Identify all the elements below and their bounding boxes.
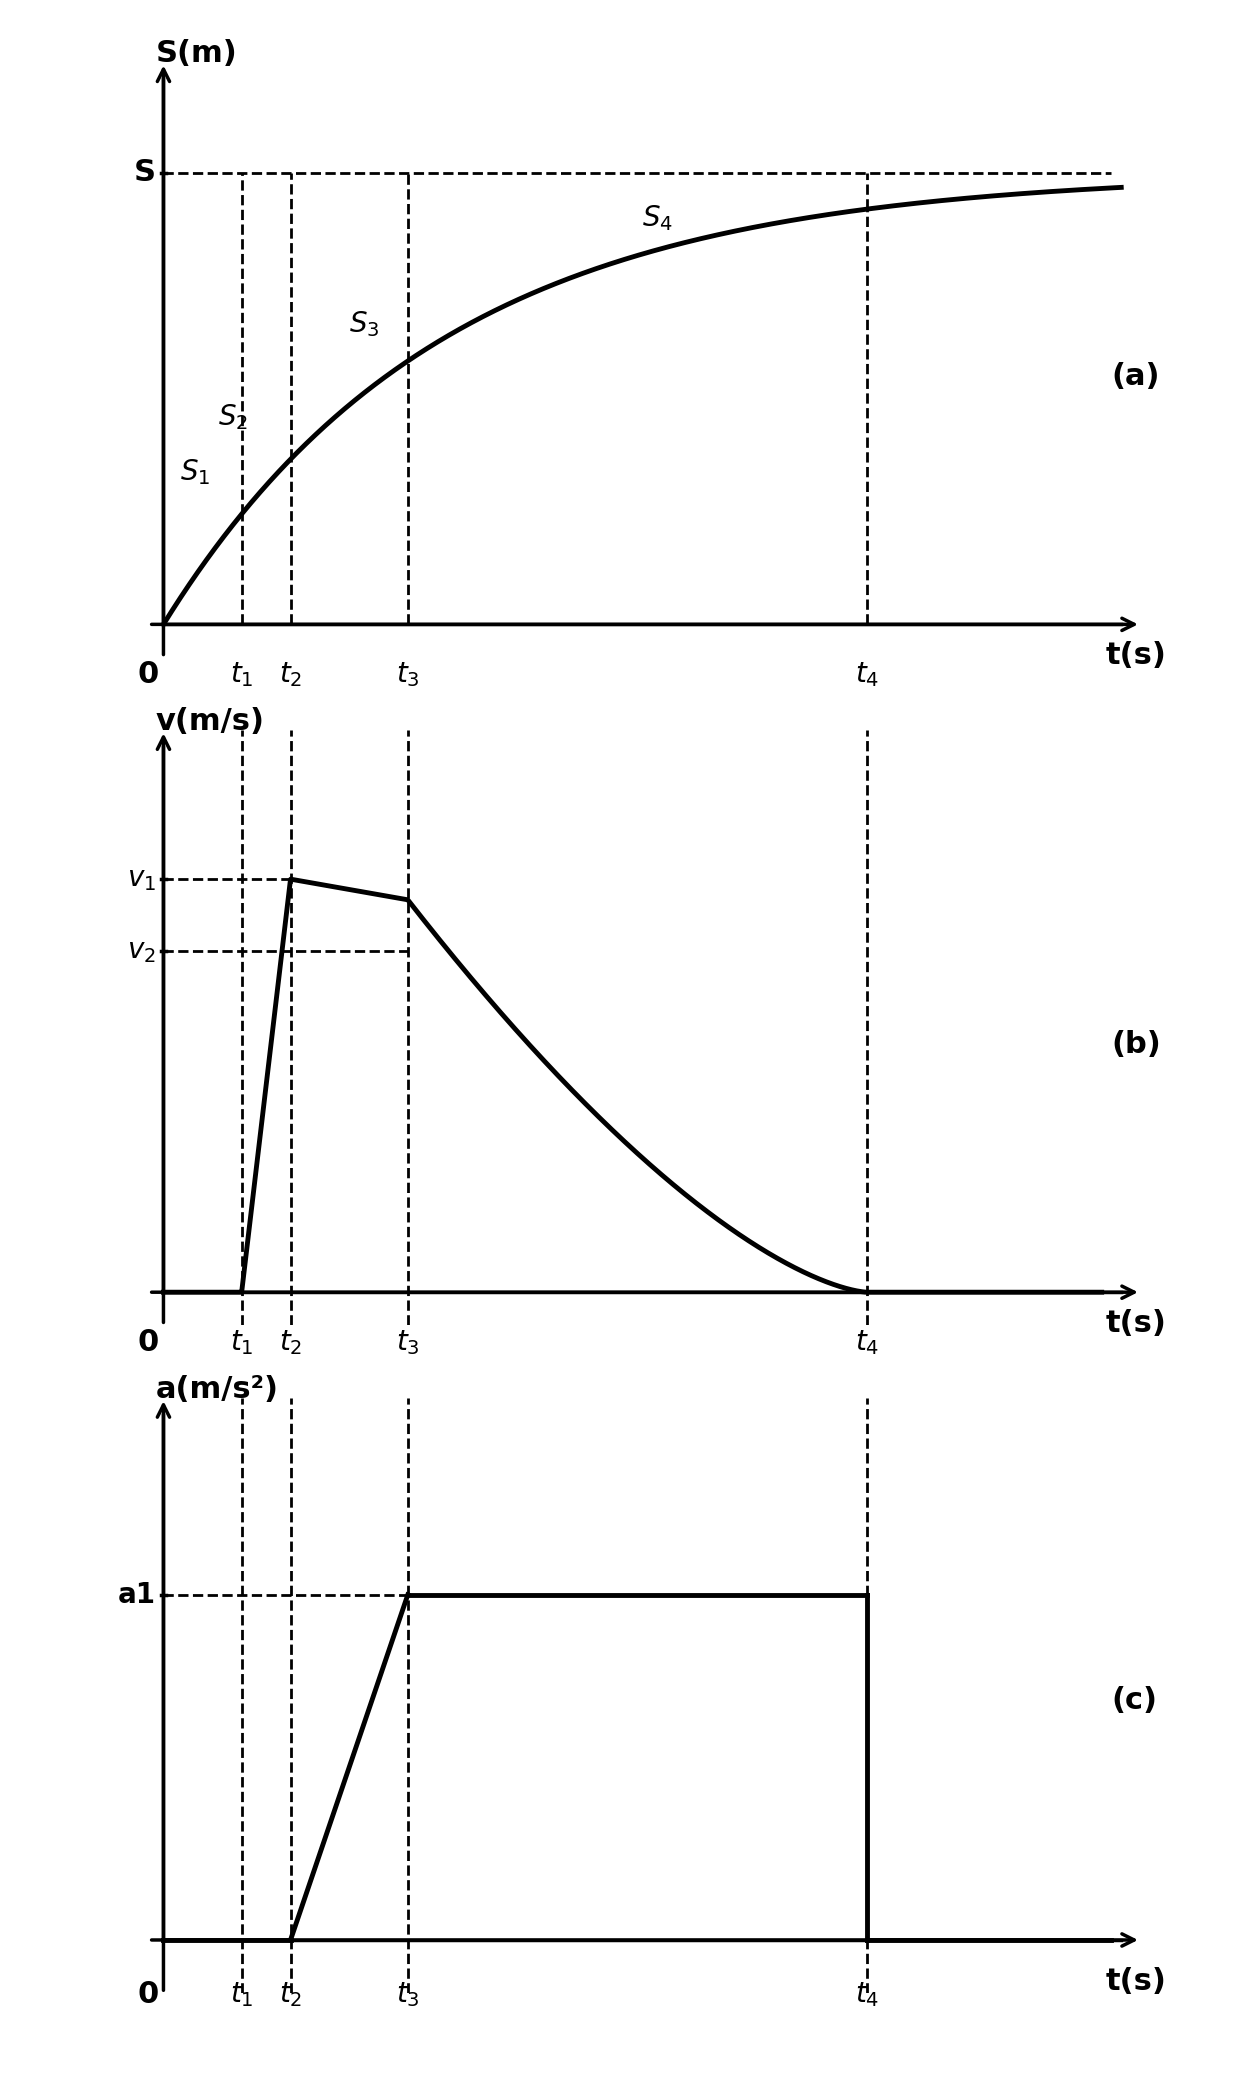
Text: $t_3$: $t_3$	[396, 1327, 419, 1357]
Text: $t_4$: $t_4$	[856, 1327, 879, 1357]
Text: $t_1$: $t_1$	[229, 1981, 253, 2008]
Text: $t_4$: $t_4$	[856, 1981, 879, 2008]
Text: $t_4$: $t_4$	[856, 659, 879, 689]
Text: $S_4$: $S_4$	[641, 205, 672, 234]
Text: 0: 0	[138, 1327, 159, 1357]
Text: $S_2$: $S_2$	[218, 403, 248, 432]
Text: t(s): t(s)	[1106, 1966, 1167, 1995]
Text: a1: a1	[118, 1580, 156, 1609]
Text: $t_2$: $t_2$	[279, 1327, 303, 1357]
Text: $v_2$: $v_2$	[126, 937, 156, 964]
Text: $t_1$: $t_1$	[229, 1327, 253, 1357]
Text: $t_1$: $t_1$	[229, 659, 253, 689]
Text: S(m): S(m)	[156, 40, 237, 69]
Text: v(m/s): v(m/s)	[156, 707, 264, 737]
Text: $S_3$: $S_3$	[348, 309, 379, 338]
Text: (c): (c)	[1111, 1686, 1157, 1716]
Text: (b): (b)	[1111, 1029, 1161, 1058]
Text: $t_2$: $t_2$	[279, 659, 303, 689]
Text: $t_3$: $t_3$	[396, 1981, 419, 2008]
Text: 0: 0	[138, 1981, 159, 2010]
Text: $S_1$: $S_1$	[180, 457, 210, 486]
Text: t(s): t(s)	[1106, 1309, 1167, 1338]
Text: 0: 0	[138, 659, 159, 689]
Text: $t_3$: $t_3$	[396, 659, 419, 689]
Text: S: S	[134, 159, 156, 188]
Text: $v_1$: $v_1$	[126, 866, 156, 893]
Text: a(m/s²): a(m/s²)	[156, 1375, 279, 1405]
Text: t(s): t(s)	[1106, 641, 1167, 670]
Text: $t_2$: $t_2$	[279, 1981, 303, 2008]
Text: (a): (a)	[1111, 361, 1159, 390]
